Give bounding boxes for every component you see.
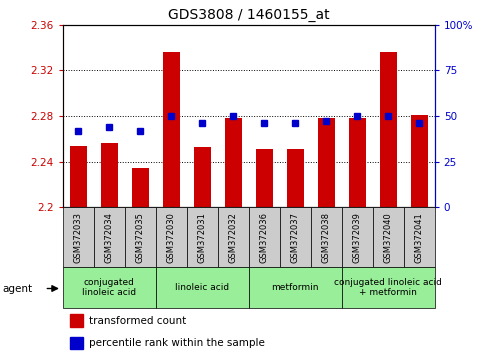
Bar [101, 143, 118, 207]
Text: GSM372039: GSM372039 [353, 212, 362, 263]
FancyBboxPatch shape [125, 207, 156, 267]
FancyBboxPatch shape [404, 207, 435, 267]
Title: GDS3808 / 1460155_at: GDS3808 / 1460155_at [168, 8, 329, 22]
FancyBboxPatch shape [63, 207, 94, 267]
FancyBboxPatch shape [280, 207, 311, 267]
FancyBboxPatch shape [63, 267, 156, 308]
FancyBboxPatch shape [342, 207, 373, 267]
FancyBboxPatch shape [373, 207, 404, 267]
Text: GSM372041: GSM372041 [415, 212, 424, 263]
FancyBboxPatch shape [218, 207, 249, 267]
Text: GSM372036: GSM372036 [260, 212, 269, 263]
Text: GSM372030: GSM372030 [167, 212, 176, 263]
Bar [70, 314, 83, 327]
FancyBboxPatch shape [249, 267, 342, 308]
Bar [318, 118, 335, 207]
Text: conjugated linoleic acid
+ metformin: conjugated linoleic acid + metformin [334, 278, 442, 297]
Text: percentile rank within the sample: percentile rank within the sample [89, 338, 265, 348]
Bar [225, 118, 242, 207]
Bar [194, 147, 211, 207]
Text: GSM372037: GSM372037 [291, 212, 300, 263]
Text: metformin: metformin [271, 283, 319, 292]
Bar [70, 337, 83, 349]
Text: agent: agent [2, 284, 32, 293]
Text: GSM372033: GSM372033 [74, 212, 83, 263]
Bar [411, 115, 428, 207]
FancyBboxPatch shape [187, 207, 218, 267]
Bar [349, 118, 366, 207]
FancyBboxPatch shape [94, 207, 125, 267]
Text: GSM372035: GSM372035 [136, 212, 145, 263]
FancyBboxPatch shape [156, 267, 249, 308]
Bar [287, 149, 304, 207]
Text: GSM372040: GSM372040 [384, 212, 393, 263]
Text: conjugated
linoleic acid: conjugated linoleic acid [82, 278, 136, 297]
Bar [132, 169, 149, 207]
FancyBboxPatch shape [342, 267, 435, 308]
FancyBboxPatch shape [311, 207, 342, 267]
Bar [163, 52, 180, 207]
Text: GSM372032: GSM372032 [229, 212, 238, 263]
Bar [380, 52, 397, 207]
Text: GSM372038: GSM372038 [322, 212, 331, 263]
Bar [256, 149, 273, 207]
Text: GSM372034: GSM372034 [105, 212, 114, 263]
FancyBboxPatch shape [156, 207, 187, 267]
Bar [70, 145, 87, 207]
FancyBboxPatch shape [249, 207, 280, 267]
Text: linoleic acid: linoleic acid [175, 283, 229, 292]
Text: transformed count: transformed count [89, 316, 186, 326]
Text: GSM372031: GSM372031 [198, 212, 207, 263]
